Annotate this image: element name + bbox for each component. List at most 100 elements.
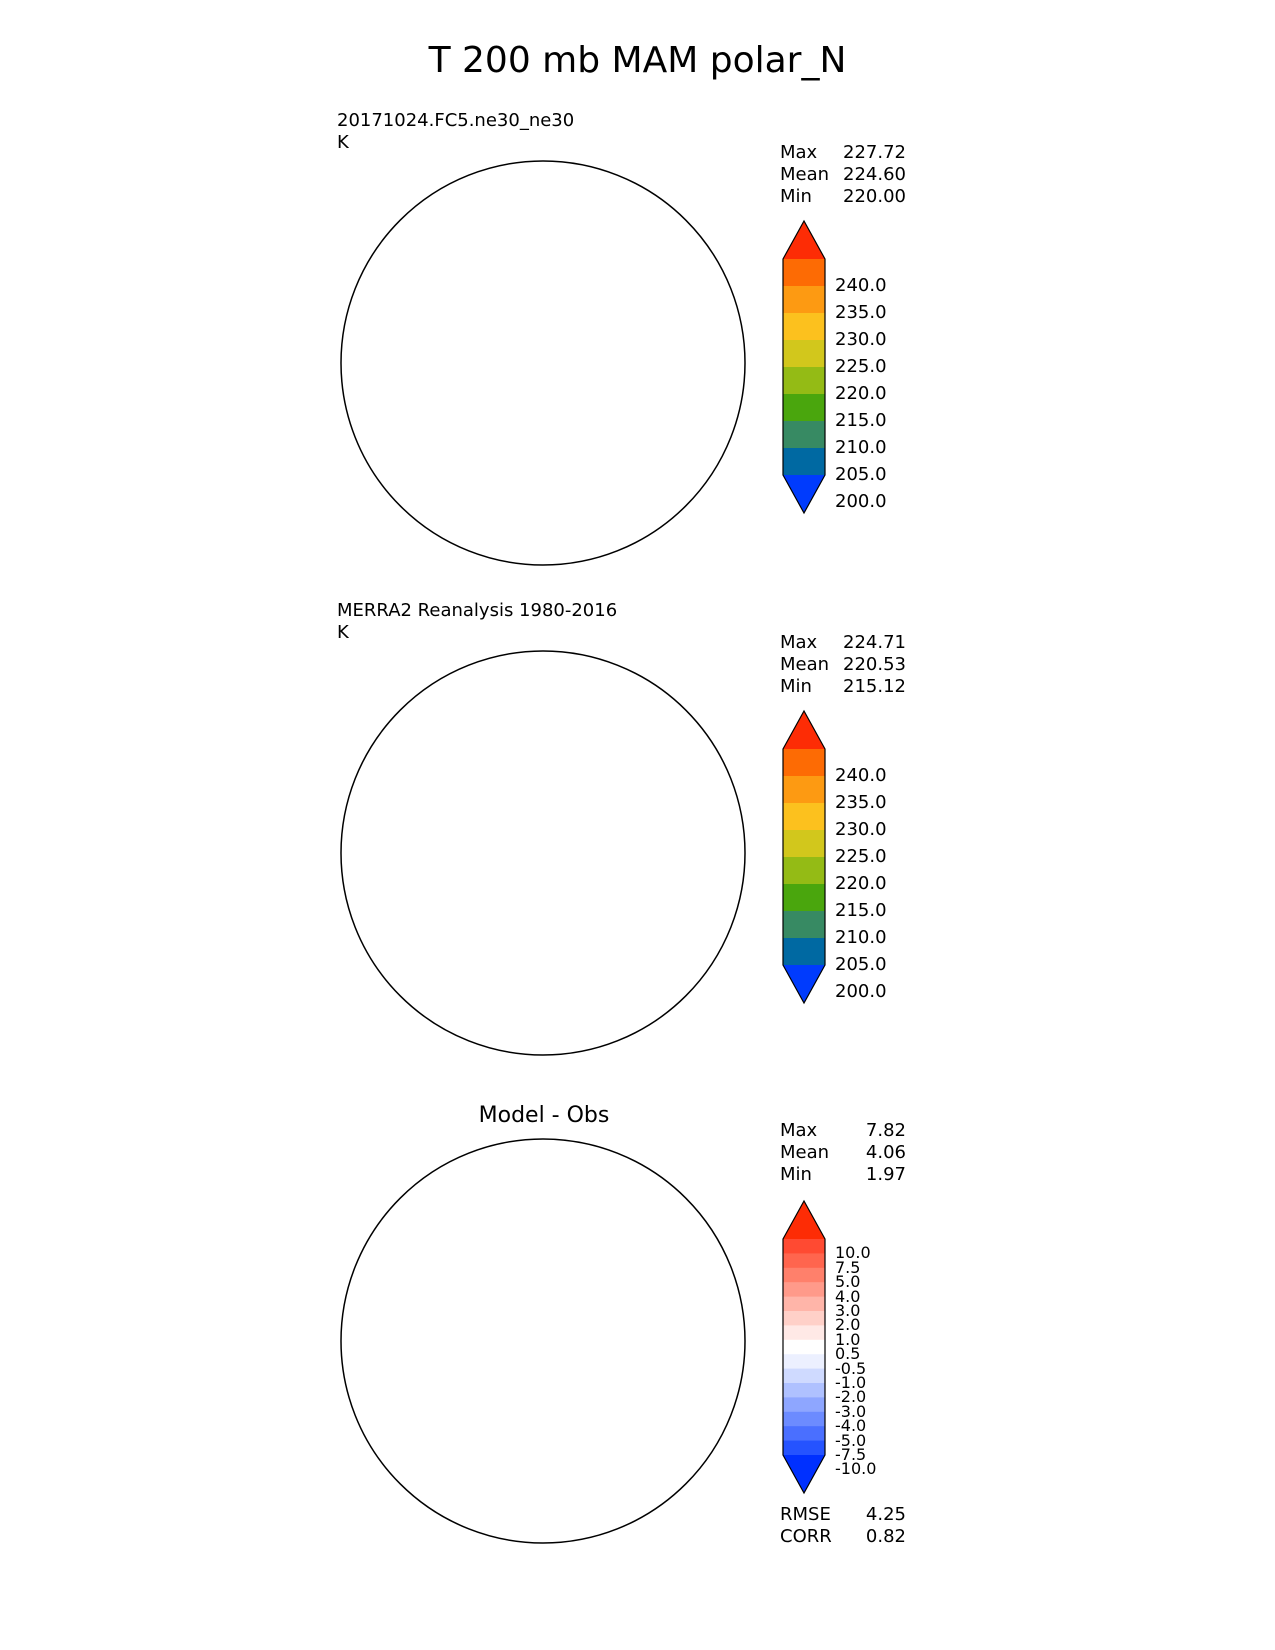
coastline [393, 1246, 518, 1411]
latitude-circle [409, 1207, 677, 1475]
colorbar-band [783, 1411, 825, 1427]
colorbar-band [783, 1383, 825, 1398]
colorbar-tick-label: 230.0 [835, 819, 887, 840]
map-boundary [340, 650, 746, 1056]
latitude-circle [493, 313, 593, 413]
diff-stat-min: Min 1.97 [780, 1164, 906, 1186]
colorbar-tick-label: 215.0 [835, 900, 887, 921]
model-stat-mean: Mean 224.60 [780, 164, 906, 186]
contour-band-outer-field [341, 161, 745, 565]
colorbar-outline [782, 1199, 826, 1495]
colorbar-tick-label: -1.0 [835, 1373, 867, 1392]
model-units-label: K [337, 132, 349, 153]
coastline [433, 1191, 463, 1241]
colorbar-tick-label: 5.0 [835, 1272, 861, 1292]
contour-band-detail-field [463, 1491, 613, 1531]
contour-band-outer-field [341, 651, 745, 1055]
latitude-circle [367, 187, 719, 539]
latitude-circle [493, 803, 593, 903]
stat-label: Max [780, 142, 818, 163]
obs-case-label: MERRA2 Reanalysis 1980-2016 [337, 600, 618, 621]
meridian-line [543, 262, 718, 363]
colorbar-tick-label: 2.0 [835, 1315, 861, 1335]
colorbar-band [783, 394, 825, 422]
meridian-line [543, 1166, 644, 1341]
figure-title: T 200 mb MAM polar_N [428, 40, 847, 81]
meridian-line [543, 853, 644, 1028]
contour-band-secondary-field [543, 1171, 739, 1516]
contour-band-tertiary-field [393, 648, 653, 713]
coastline [503, 718, 633, 928]
contour-band-secondary-field [362, 657, 653, 987]
obs-stat-max: Max 224.71 [780, 632, 906, 654]
latitude-circle [451, 761, 635, 945]
map-boundary [340, 160, 746, 566]
stat-value: 220.00 [843, 186, 906, 207]
meridian-line [442, 1166, 543, 1341]
colorbar-extend-bottom [783, 965, 825, 1003]
colorbar-band [783, 313, 825, 341]
polar-map-obs [340, 648, 746, 1056]
colorbar-band [783, 421, 825, 449]
latitude-circle [367, 1165, 719, 1517]
contour-band-inner-field [469, 1291, 604, 1398]
colorbar-tick-label: 240.0 [835, 765, 887, 786]
latitude-circle [451, 271, 635, 455]
stat-value: 0.82 [865, 1526, 906, 1547]
stat-label: Mean [780, 654, 830, 675]
map-fill-group [341, 159, 745, 565]
colorbar-tick-label: 225.0 [835, 356, 887, 377]
meridian-line [442, 363, 543, 538]
polar-map-diff [340, 1138, 746, 1544]
colorbar-band [783, 776, 825, 804]
map-fill-group [341, 1139, 745, 1543]
colorbar-tick-label: 210.0 [835, 437, 887, 458]
colorbar-band [783, 259, 825, 287]
meridian-line [543, 1341, 718, 1442]
stat-label: Mean [780, 1142, 830, 1163]
stat-label: Max [780, 1120, 818, 1141]
colorbar-band [783, 448, 825, 476]
meridian-line [543, 188, 644, 363]
colorbar-model [782, 219, 826, 515]
colorbar-band [783, 1311, 825, 1326]
latitude-circle [409, 719, 677, 987]
latitude-circle [493, 1291, 593, 1391]
polar-map-model [340, 159, 746, 566]
colorbar-tick-label: 1.0 [835, 1329, 861, 1349]
coastline [573, 447, 618, 538]
colorbar-tick-label: -2.0 [835, 1387, 867, 1407]
meridian-line [543, 363, 644, 538]
model-stat-min: Min 220.00 [780, 186, 906, 208]
colorbar-extend-bottom [783, 475, 825, 513]
meridian-line [368, 752, 543, 853]
meridian-line [368, 1240, 543, 1341]
meridian-line [442, 1341, 543, 1516]
coastline [503, 228, 633, 438]
coastline [448, 812, 498, 868]
diff-stat-rmse: RMSE 4.25 [780, 1504, 906, 1526]
meridian-line [368, 1341, 543, 1442]
colorbar-band [783, 340, 825, 368]
colorbar-extend-bottom [783, 1455, 825, 1493]
colorbar-tick-label: 225.0 [835, 846, 887, 867]
colorbar-tick-label: 0.5 [835, 1344, 861, 1364]
meridian-line [543, 678, 644, 853]
colorbar-band [783, 1282, 825, 1298]
stat-label: Min [780, 1164, 812, 1185]
coastline [573, 1425, 618, 1516]
contour-band-tertiary-field [385, 1244, 655, 1441]
colorbar-tick-label: 200.0 [835, 491, 887, 512]
stat-value: 7.82 [865, 1120, 906, 1141]
colorbar-tick-label: -5.0 [835, 1430, 867, 1450]
colorbar-diff [782, 1199, 826, 1495]
stat-label: Min [780, 676, 812, 697]
colorbar-tick-label: 4.0 [835, 1286, 861, 1306]
colorbar-tick-label: 205.0 [835, 954, 887, 975]
coastline [393, 268, 518, 433]
colorbar-outline [782, 709, 826, 1005]
colorbar-outline [782, 219, 826, 515]
colorbar-band [783, 857, 825, 885]
colorbar-band [783, 1296, 825, 1312]
